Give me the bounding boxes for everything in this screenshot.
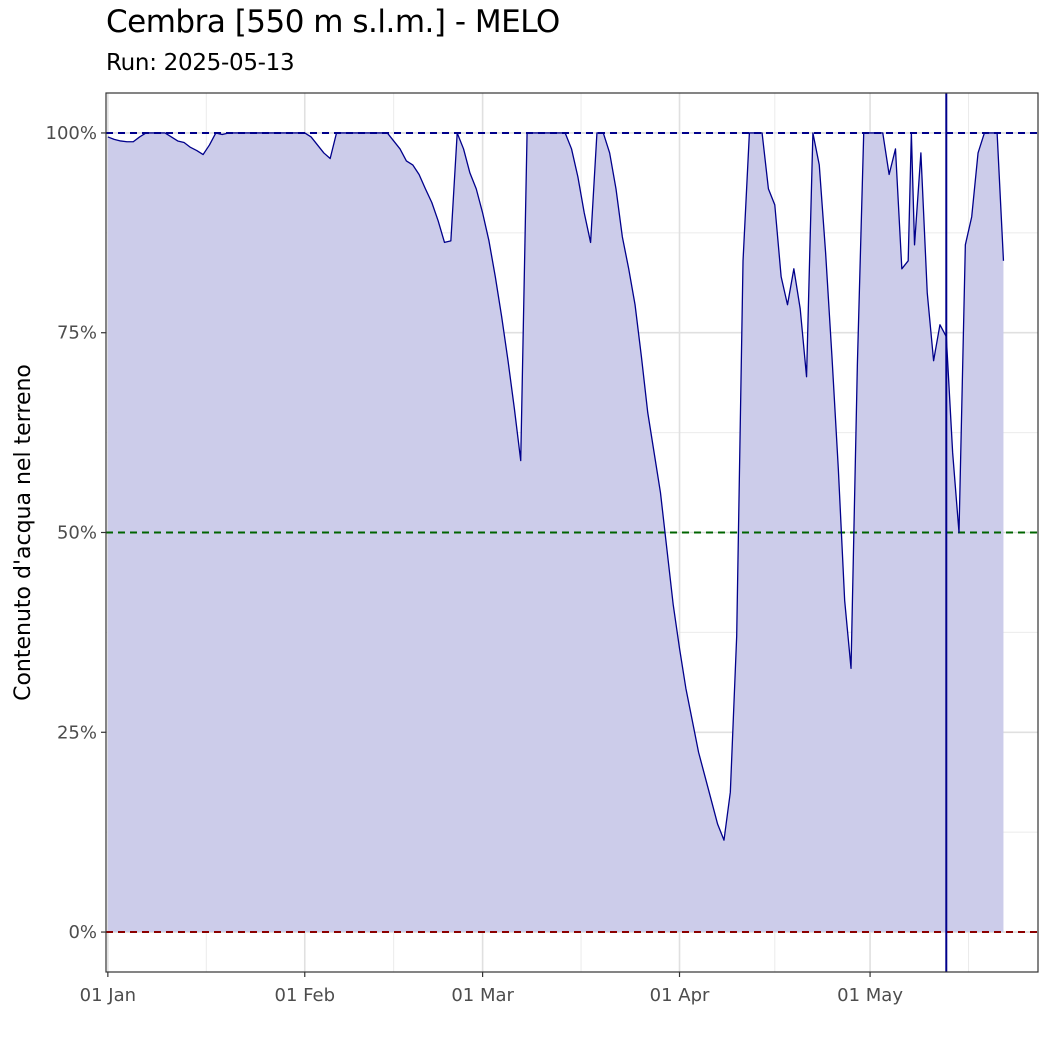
chart-title: Cembra [550 m s.l.m.] - MELO [106,4,560,40]
y-tick-label: 25% [57,722,97,743]
x-tick-label: 01 May [837,985,903,1006]
x-tick-label: 01 Feb [275,985,336,1006]
y-tick-label: 50% [57,523,97,544]
y-tick-label: 75% [57,323,97,344]
y-axis-title: Contenuto d'acqua nel terreno [11,364,36,701]
y-axis: 0% 25% 50% 75% 100% [46,123,106,943]
x-tick-label: 01 Mar [451,985,514,1006]
y-tick-label: 0% [68,922,97,943]
x-tick-label: 01 Jan [80,985,136,1006]
y-tick-label: 100% [46,123,97,144]
chart-subtitle: Run: 2025-05-13 [106,50,295,76]
water-content-line [107,132,1005,841]
x-axis: 01 Jan 01 Feb 01 Mar 01 Apr 01 May [80,972,903,1006]
x-tick-label: 01 Apr [650,985,710,1006]
